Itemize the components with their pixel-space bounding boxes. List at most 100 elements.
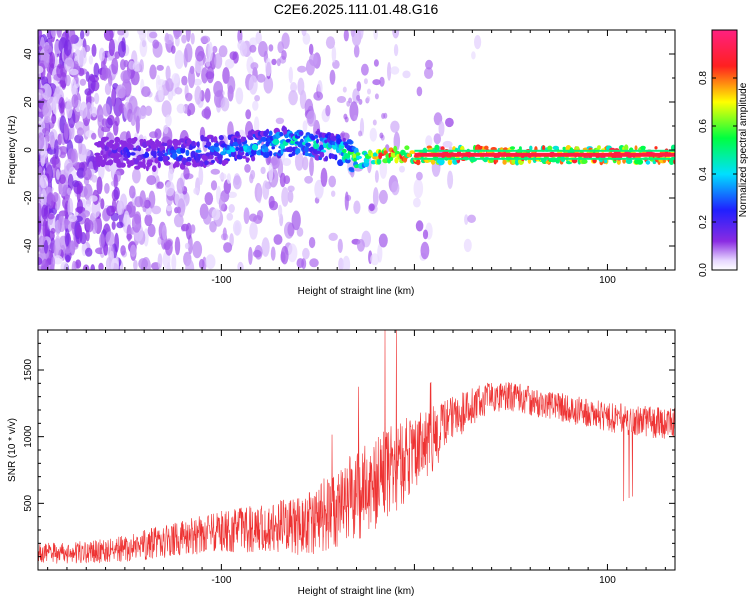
heatmap-ridge-cell xyxy=(114,142,120,147)
colorbar-frame xyxy=(711,29,738,271)
heatmap-noise-cell xyxy=(227,191,237,198)
heatmap-noise-cell xyxy=(116,221,124,229)
heatmap-noise-cell xyxy=(174,236,181,256)
heatmap-noise-cell xyxy=(132,61,142,72)
heatmap-ridge-cell xyxy=(114,136,121,143)
heatmap-ridge-cell xyxy=(303,146,310,153)
heatmap-noise-cell xyxy=(219,173,227,180)
heatmap-ridge-cell xyxy=(634,145,638,151)
heatmap-noise-cell xyxy=(42,102,52,119)
heatmap-noise-cell xyxy=(379,159,388,179)
heatmap-ridge-cell xyxy=(164,161,171,166)
heatmap-noise-cell xyxy=(341,131,345,138)
heatmap-ridge-cell xyxy=(211,159,215,164)
heatmap-ridge-cell xyxy=(96,160,102,167)
heatmap-noise-cell xyxy=(239,42,248,57)
heatmap-noise-cell xyxy=(113,173,118,189)
heatmap-noise-cell xyxy=(379,76,385,87)
heatmap-ridge-cell xyxy=(542,145,546,151)
heatmap-noise-cell xyxy=(132,168,141,184)
heatmap-noise-cell xyxy=(105,117,113,129)
heatmap-noise-cell xyxy=(38,65,44,74)
heatmap-noise-cell xyxy=(226,173,231,184)
heatmap-noise-cell xyxy=(369,127,377,142)
heatmap-noise-cell xyxy=(51,113,57,124)
heatmap-noise-cell xyxy=(235,87,244,105)
y-tick-label: 20 xyxy=(23,96,34,108)
heatmap-noise-cell xyxy=(185,222,192,240)
heatmap-noise-cell xyxy=(152,39,160,49)
heatmap-noise-cell xyxy=(249,44,257,53)
heatmap-noise-cell xyxy=(343,30,349,42)
heatmap-ridge-cell xyxy=(415,159,421,166)
heatmap-noise-cell xyxy=(393,44,399,57)
heatmap-noise-cell xyxy=(308,43,314,55)
heatmap-ridge-cell xyxy=(192,161,199,168)
heatmap-noise-cell xyxy=(176,206,181,214)
heatmap-noise-cell xyxy=(246,56,255,74)
heatmap-ridge-cell xyxy=(143,163,146,170)
heatmap-ridge-halo-bottom xyxy=(414,157,675,160)
heatmap-noise-cell xyxy=(194,85,202,105)
heatmap-noise-cell xyxy=(38,257,43,266)
heatmap-noise-cell xyxy=(69,30,76,45)
heatmap-noise-cell xyxy=(463,238,472,253)
heatmap-noise-cell xyxy=(304,175,313,184)
heatmap-noise-cell xyxy=(374,93,379,100)
heatmap-noise-cell xyxy=(71,94,79,109)
heatmap-noise-cell xyxy=(342,255,351,270)
heatmap-noise-cell xyxy=(52,154,57,169)
heatmap-noise-cell xyxy=(143,228,149,247)
heatmap-ridge-cell xyxy=(146,162,151,168)
heatmap-noise-cell xyxy=(52,191,59,203)
heatmap-noise-cell xyxy=(157,253,163,269)
heatmap-noise-cell xyxy=(309,156,314,177)
heatmap-noise-cell xyxy=(265,57,272,77)
heatmap-ridge-cell xyxy=(315,130,321,135)
heatmap-noise-cell xyxy=(96,176,103,195)
heatmap-noise-cell xyxy=(198,167,204,185)
heatmap-ridge-cell xyxy=(195,149,202,153)
heatmap-ridge-cell xyxy=(355,152,361,156)
heatmap-ridge-cell xyxy=(529,145,533,151)
heatmap-noise-cell xyxy=(202,211,212,225)
heatmap-noise-cell xyxy=(184,43,193,63)
heatmap-noise-cell xyxy=(50,227,56,234)
heatmap-noise-cell xyxy=(372,119,377,126)
heatmap-noise-cell xyxy=(76,127,84,137)
heatmap-ridge-cell xyxy=(218,158,223,165)
heatmap-ridge-cell xyxy=(295,148,301,154)
heatmap-noise-cell xyxy=(378,233,388,248)
heatmap-noise-cell xyxy=(59,151,66,159)
heatmap-noise-cell xyxy=(183,167,190,180)
heatmap-noise-cell xyxy=(287,185,295,192)
heatmap-noise-cell xyxy=(181,75,188,86)
heatmap-noise-cell xyxy=(291,210,301,231)
heatmap-ridge-cell xyxy=(352,153,357,159)
heatmap-noise-cell xyxy=(42,219,48,239)
heatmap-noise-cell xyxy=(50,30,57,38)
heatmap-noise-cell xyxy=(297,77,305,96)
heatmap-ridge-cell xyxy=(340,151,345,157)
heatmap-noise-cell xyxy=(256,73,266,83)
heatmap-noise-cell xyxy=(38,132,45,150)
heatmap-noise-cell xyxy=(224,58,235,69)
heatmap-noise-cell xyxy=(229,51,238,60)
heatmap-noise-cell xyxy=(280,246,289,265)
heatmap-noise-cell xyxy=(353,200,361,214)
heatmap-noise-cell xyxy=(144,214,153,227)
heatmap-noise-cell xyxy=(40,188,47,209)
snr-panel: -100 100 500 1000 1500 Height of straight l… xyxy=(7,329,676,597)
heatmap-noise-cell xyxy=(79,78,87,86)
heatmap-ridge-cell xyxy=(242,136,247,142)
heatmap-noise-cell xyxy=(117,30,125,36)
heatmap-marks xyxy=(38,30,675,270)
heatmap-ridge-cell xyxy=(315,150,321,155)
heatmap-noise-cell xyxy=(275,117,285,125)
heatmap-ridge-cell xyxy=(346,139,353,145)
heatmap-ridge-cell xyxy=(316,138,319,144)
heatmap-noise-cell xyxy=(68,68,79,76)
heatmap-ridge-cell xyxy=(342,148,347,154)
heatmap-ridge-cell xyxy=(310,135,316,141)
heatmap-noise-cell xyxy=(72,180,79,188)
